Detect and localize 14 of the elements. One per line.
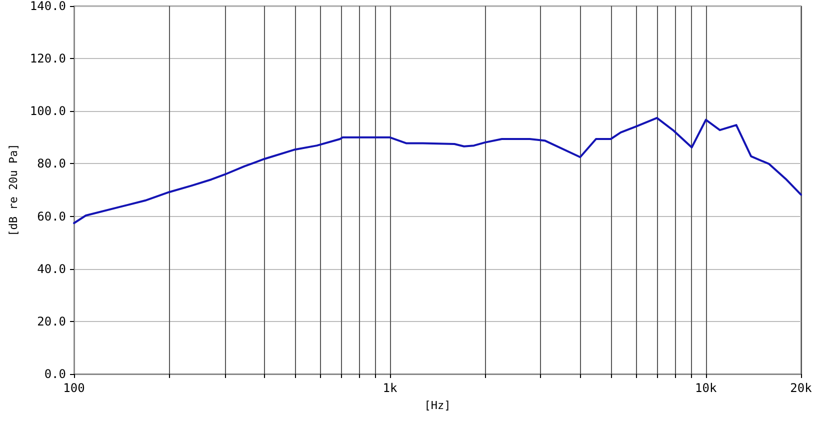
y-tick-label: 80.0 bbox=[37, 156, 66, 171]
y-tick-label: 60.0 bbox=[37, 209, 66, 224]
y-tick-label: 0.0 bbox=[44, 367, 66, 381]
x-tick-label: 1k bbox=[382, 381, 398, 395]
x-tick-label: 20k bbox=[790, 381, 813, 395]
y-axis-title: [dB re 20u Pa] bbox=[7, 144, 20, 236]
x-axis-title: [Hz] bbox=[424, 399, 451, 412]
y-tick-label: 20.0 bbox=[37, 314, 66, 328]
y-tick-label: 100.0 bbox=[30, 104, 66, 118]
y-tick-label: 120.0 bbox=[30, 52, 66, 66]
y-tick-label: 140.0 bbox=[30, 0, 66, 13]
x-tick-label: 10k bbox=[695, 381, 718, 395]
x-tick-label: 100 bbox=[63, 381, 85, 395]
y-tick-label: 40.0 bbox=[37, 262, 66, 276]
